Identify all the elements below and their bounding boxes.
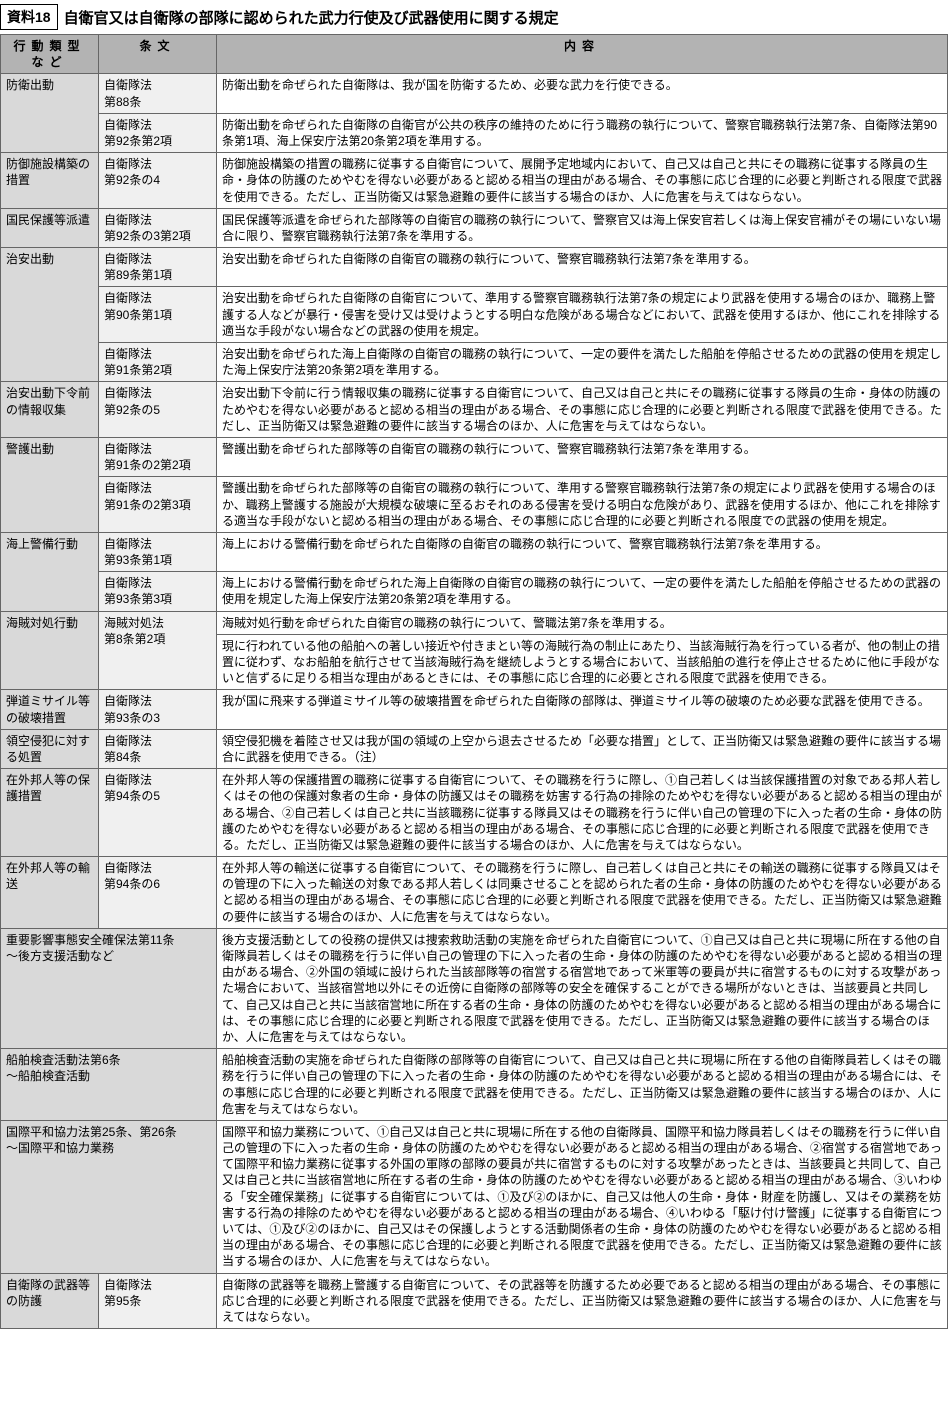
content-cell: 治安出動を命ぜられた自衛隊の自衛官の職務の執行について、警察官職務執行法第7条を… <box>217 248 948 287</box>
content-cell: 後方支援活動としての役務の提供又は捜索救助活動の実施を命ぜられた自衛官について、… <box>217 928 948 1048</box>
table-row: 弾道ミサイル等の破壊措置自衛隊法第93条の3我が国に飛来する弾道ミサイル等の破壊… <box>1 690 948 729</box>
content-cell: 現に行われている他の船舶への著しい接近や付きまとい等の海賊行為の制止にあたり、当… <box>217 634 948 690</box>
table-row: 防御施設構築の措置自衛隊法第92条の4防御施設構築の措置の職務に従事する自衛官に… <box>1 153 948 209</box>
law-article-cell: 自衛隊法第94条の5 <box>99 769 217 857</box>
col-law-header: 条文 <box>99 35 217 74</box>
content-cell: 海賊対処行動を命ぜられた自衛官の職務の執行について、警職法第7条を準用する。 <box>217 611 948 634</box>
table-row: 国際平和協力法第25条、第26条〜国際平和協力業務国際平和協力業務について、①自… <box>1 1120 948 1273</box>
action-type-cell: 防御施設構築の措置 <box>1 153 99 209</box>
table-row: 海賊対処行動海賊対処法第8条第2項海賊対処行動を命ぜられた自衛官の職務の執行につ… <box>1 611 948 634</box>
law-article-cell: 自衛隊法第92条の5 <box>99 382 217 438</box>
content-cell: 在外邦人等の輸送に従事する自衛官について、その職務を行うに際し、自己若しくは自己… <box>217 857 948 929</box>
table-row: 警護出動自衛隊法第91条の2第2項警護出動を命ぜられた部隊等の自衛官の職務の執行… <box>1 437 948 476</box>
table-row: 自衛隊法第93条第3項海上における警備行動を命ぜられた海上自衛隊の自衛官の職務の… <box>1 572 948 611</box>
table-row: 領空侵犯に対する処置自衛隊法第84条領空侵犯機を着陸させ又は我が国の領域の上空か… <box>1 729 948 768</box>
content-cell: 治安出動を命ぜられた海上自衛隊の自衛官の職務の執行について、一定の要件を満たした… <box>217 343 948 382</box>
table-row: 治安出動自衛隊法第89条第1項治安出動を命ぜられた自衛隊の自衛官の職務の執行につ… <box>1 248 948 287</box>
table-row: 自衛隊法第91条第2項治安出動を命ぜられた海上自衛隊の自衛官の職務の執行について… <box>1 343 948 382</box>
content-cell: 海上における警備行動を命ぜられた海上自衛隊の自衛官の職務の執行について、一定の要… <box>217 572 948 611</box>
doc-title: 自衛官又は自衛隊の部隊に認められた武力行使及び武器使用に関する規定 <box>64 7 559 28</box>
content-cell: 自衛隊の武器等を職務上警護する自衛官について、その武器等を防護するため必要である… <box>217 1273 948 1329</box>
action-type-cell: 弾道ミサイル等の破壊措置 <box>1 690 99 729</box>
content-cell: 国際平和協力業務について、①自己又は自己と共に現場に所在する他の自衛隊員、国際平… <box>217 1120 948 1273</box>
law-article-cell: 自衛隊法第88条 <box>99 74 217 113</box>
action-type-cell: 国民保護等派遣 <box>1 208 99 247</box>
law-article-cell: 自衛隊法第93条の3 <box>99 690 217 729</box>
content-cell: 治安出動下令前に行う情報収集の職務に従事する自衛官について、自己又は自己と共にそ… <box>217 382 948 438</box>
table-row: 国民保護等派遣自衛隊法第92条の3第2項国民保護等派遣を命ぜられた部隊等の自衛官… <box>1 208 948 247</box>
law-article-cell: 海賊対処法第8条第2項 <box>99 611 217 690</box>
law-article-cell: 自衛隊法第92条の3第2項 <box>99 208 217 247</box>
content-cell: 我が国に飛来する弾道ミサイル等の破壊措置を命ぜられた自衛隊の部隊は、弾道ミサイル… <box>217 690 948 729</box>
content-cell: 船舶検査活動の実施を命ぜられた自衛隊の部隊等の自衛官について、自己又は自己と共に… <box>217 1049 948 1121</box>
table-row: 自衛隊法第91条の2第3項警護出動を命ぜられた部隊等の自衛官の職務の執行について… <box>1 477 948 533</box>
content-cell: 防衛出動を命ぜられた自衛隊は、我が国を防衛するため、必要な武力を行使できる。 <box>217 74 948 113</box>
action-type-cell: 船舶検査活動法第6条〜船舶検査活動 <box>1 1049 217 1121</box>
action-type-cell: 在外邦人等の輸送 <box>1 857 99 929</box>
content-cell: 警護出動を命ぜられた部隊等の自衛官の職務の執行について、警察官職務執行法第7条を… <box>217 437 948 476</box>
action-type-cell: 警護出動 <box>1 437 99 532</box>
col-content-header: 内容 <box>217 35 948 74</box>
law-article-cell: 自衛隊法第92条の4 <box>99 153 217 209</box>
content-cell: 海上における警備行動を命ぜられた自衛隊の自衛官の職務の執行について、警察官職務執… <box>217 532 948 571</box>
table-row: 船舶検査活動法第6条〜船舶検査活動船舶検査活動の実施を命ぜられた自衛隊の部隊等の… <box>1 1049 948 1121</box>
table-row: 自衛隊法第90条第1項治安出動を命ぜられた自衛隊の自衛官について、準用する警察官… <box>1 287 948 343</box>
table-row: 在外邦人等の輸送自衛隊法第94条の6在外邦人等の輸送に従事する自衛官について、そ… <box>1 857 948 929</box>
content-cell: 領空侵犯機を着陸させ又は我が国の領域の上空から退去させるため「必要な措置」として… <box>217 729 948 768</box>
content-cell: 在外邦人等の保護措置の職務に従事する自衛官について、その職務を行うに際し、①自己… <box>217 769 948 857</box>
action-type-cell: 海賊対処行動 <box>1 611 99 690</box>
action-type-cell: 防衛出動 <box>1 74 99 153</box>
table-row: 重要影響事態安全確保法第11条〜後方支援活動など後方支援活動としての役務の提供又… <box>1 928 948 1048</box>
action-type-cell: 在外邦人等の保護措置 <box>1 769 99 857</box>
action-type-cell: 治安出動 <box>1 248 99 382</box>
content-cell: 防御施設構築の措置の職務に従事する自衛官について、展開予定地域内において、自己又… <box>217 153 948 209</box>
action-type-cell: 海上警備行動 <box>1 532 99 611</box>
law-article-cell: 自衛隊法第84条 <box>99 729 217 768</box>
table-row: 海上警備行動自衛隊法第93条第1項海上における警備行動を命ぜられた自衛隊の自衛官… <box>1 532 948 571</box>
table-row: 自衛隊法第92条第2項防衛出動を命ぜられた自衛隊の自衛官が公共の秩序の維持のため… <box>1 113 948 152</box>
table-row: 治安出動下令前の情報収集自衛隊法第92条の5治安出動下令前に行う情報収集の職務に… <box>1 382 948 438</box>
action-type-cell: 重要影響事態安全確保法第11条〜後方支援活動など <box>1 928 217 1048</box>
law-article-cell: 自衛隊法第92条第2項 <box>99 113 217 152</box>
law-article-cell: 自衛隊法第94条の6 <box>99 857 217 929</box>
content-cell: 国民保護等派遣を命ぜられた部隊等の自衛官の職務の執行について、警察官又は海上保安… <box>217 208 948 247</box>
law-article-cell: 自衛隊法第89条第1項 <box>99 248 217 287</box>
content-cell: 防衛出動を命ぜられた自衛隊の自衛官が公共の秩序の維持のために行う職務の執行につい… <box>217 113 948 152</box>
action-type-cell: 治安出動下令前の情報収集 <box>1 382 99 438</box>
table-header-row: 行動類型など 条文 内容 <box>1 35 948 74</box>
table-row: 自衛隊の武器等の防護自衛隊法第95条自衛隊の武器等を職務上警護する自衛官について… <box>1 1273 948 1329</box>
law-article-cell: 自衛隊法第93条第1項 <box>99 532 217 571</box>
document-header: 資料18 自衛官又は自衛隊の部隊に認められた武力行使及び武器使用に関する規定 <box>0 0 948 34</box>
law-article-cell: 自衛隊法第91条の2第2項 <box>99 437 217 476</box>
action-type-cell: 領空侵犯に対する処置 <box>1 729 99 768</box>
law-article-cell: 自衛隊法第90条第1項 <box>99 287 217 343</box>
regulations-table: 行動類型など 条文 内容 防衛出動自衛隊法第88条防衛出動を命ぜられた自衛隊は、… <box>0 34 948 1329</box>
table-row: 在外邦人等の保護措置自衛隊法第94条の5在外邦人等の保護措置の職務に従事する自衛… <box>1 769 948 857</box>
table-row: 防衛出動自衛隊法第88条防衛出動を命ぜられた自衛隊は、我が国を防衛するため、必要… <box>1 74 948 113</box>
content-cell: 治安出動を命ぜられた自衛隊の自衛官について、準用する警察官職務執行法第7条の規定… <box>217 287 948 343</box>
action-type-cell: 自衛隊の武器等の防護 <box>1 1273 99 1329</box>
doc-label: 資料18 <box>0 4 58 30</box>
law-article-cell: 自衛隊法第91条第2項 <box>99 343 217 382</box>
content-cell: 警護出動を命ぜられた部隊等の自衛官の職務の執行について、準用する警察官職務執行法… <box>217 477 948 533</box>
law-article-cell: 自衛隊法第93条第3項 <box>99 572 217 611</box>
col-action-header: 行動類型など <box>1 35 99 74</box>
law-article-cell: 自衛隊法第95条 <box>99 1273 217 1329</box>
law-article-cell: 自衛隊法第91条の2第3項 <box>99 477 217 533</box>
action-type-cell: 国際平和協力法第25条、第26条〜国際平和協力業務 <box>1 1120 217 1273</box>
